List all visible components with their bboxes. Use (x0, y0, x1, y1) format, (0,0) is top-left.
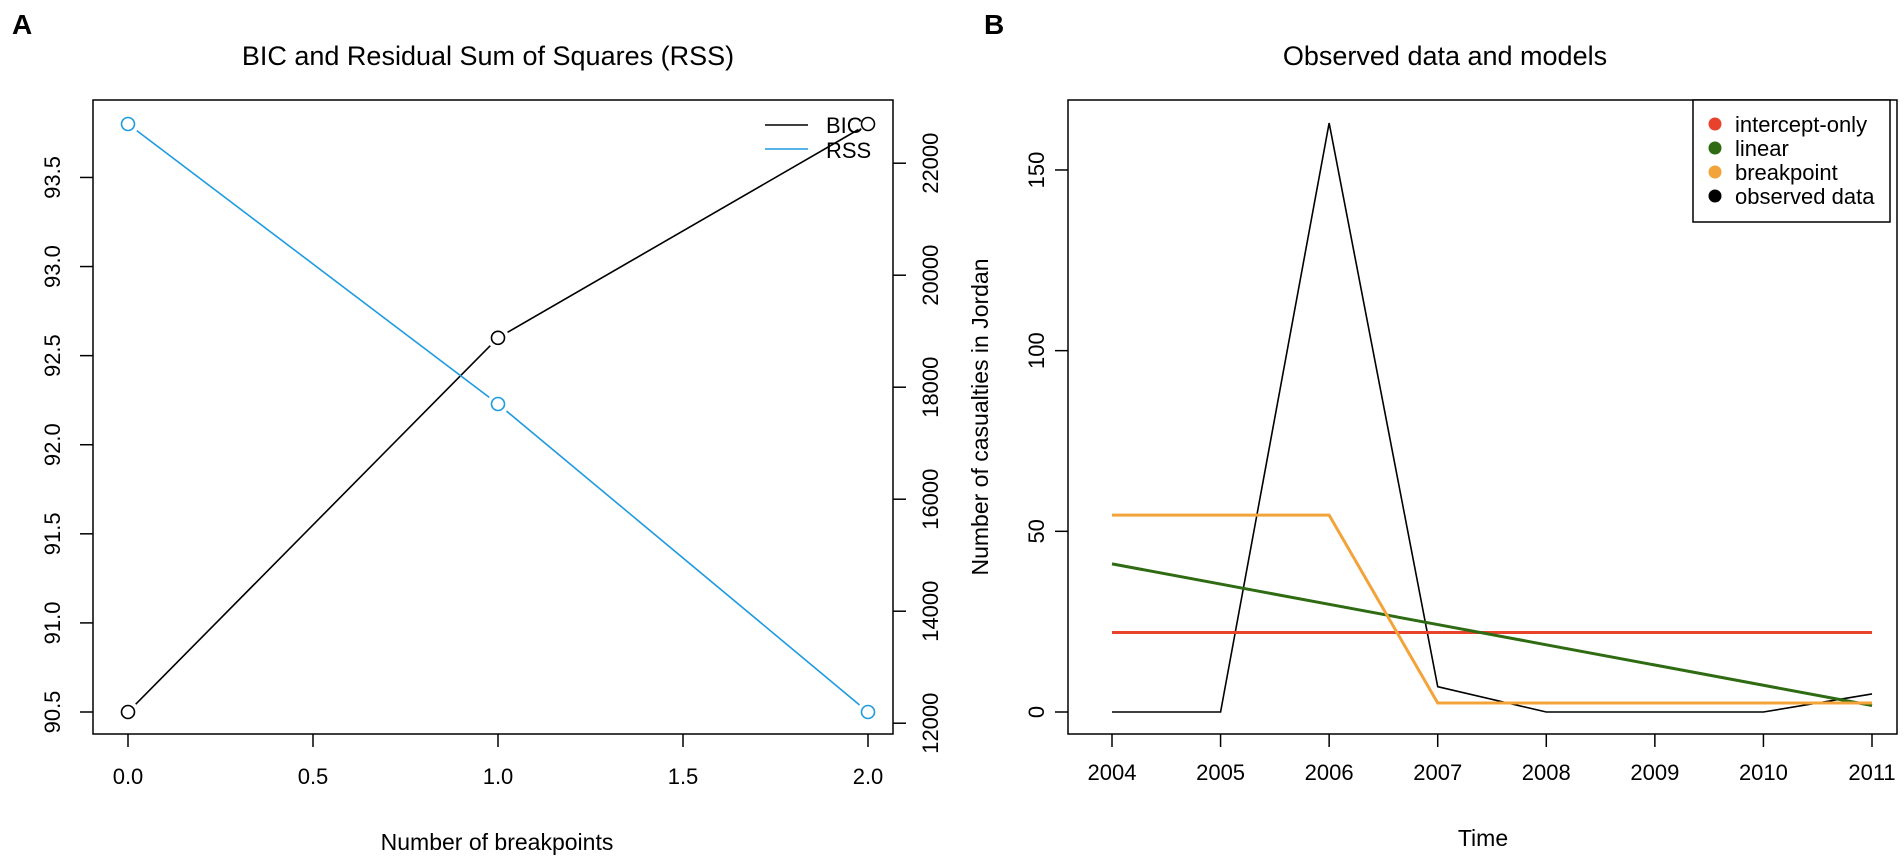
panel-b-legend: intercept-only linear breakpoint observe… (1692, 99, 1891, 223)
a-bic-point-0 (120, 704, 136, 720)
panel-a-chart: A BIC and Residual Sum of Squares (RSS) … (12, 9, 993, 855)
b-observed-data-line (1112, 122, 1873, 713)
a-x-tick-label-3: 1.5 (668, 764, 699, 789)
legend-breakpoint-label: breakpoint (1735, 160, 1838, 185)
b-x-tick-label-4: 2008 (1522, 760, 1571, 785)
a-y-tick-label-2: 91.5 (40, 512, 65, 555)
a-y-tick-label-1: 91.0 (40, 601, 65, 644)
a-x-tick-label-4: 2.0 (853, 764, 884, 789)
b-breakpoint-line (1112, 513, 1872, 705)
a-y2-tick-label-2: 16000 (918, 469, 943, 530)
b-x-tick-label-3: 2007 (1413, 760, 1462, 785)
a-y-tick-label-0: 90.5 (40, 691, 65, 734)
b-y-tick-label-2: 100 (1024, 332, 1049, 369)
b-x-tick-label-0: 2004 (1088, 760, 1137, 785)
a-rss-segment-0 (136, 129, 490, 399)
panel-a-legend: BIC RSS (765, 113, 871, 163)
b-y-tick-label-1: 50 (1024, 519, 1049, 543)
panel-b-letter: B (984, 9, 1004, 40)
panel-a-x-axis: 0.0 0.5 1.0 1.5 2.0 (113, 734, 884, 789)
a-bic-point-2 (860, 116, 876, 132)
panel-a-right-y-axis-label: Number of casualties in Jordan (967, 258, 993, 575)
a-rss-point-1 (490, 396, 506, 412)
a-y2-tick-label-4: 20000 (918, 245, 943, 306)
a-y2-tick-label-0: 12000 (918, 693, 943, 754)
b-x-tick-label-6: 2010 (1739, 760, 1788, 785)
a-y2-tick-label-3: 18000 (918, 357, 943, 418)
a-y-tick-label-3: 92.0 (40, 423, 65, 466)
legend-linear-dot (1708, 141, 1722, 155)
panel-b-y-axis: 0 50 100 150 (1024, 152, 1068, 718)
panel-b-series (1111, 122, 1873, 713)
a-y-tick-label-5: 93.0 (40, 245, 65, 288)
b-x-tick-label-5: 2009 (1630, 760, 1679, 785)
panel-b-x-axis-label: Time (1458, 825, 1508, 851)
legend-intercept-only-label: intercept-only (1735, 112, 1867, 137)
panel-a-series (120, 116, 876, 720)
a-rss-point-0 (120, 116, 136, 132)
panel-b-chart: B Observed data and models 2004 2005 2006 2… (984, 9, 1898, 851)
panel-a-plot-frame (92, 99, 894, 735)
a-y2-tick-label-1: 14000 (918, 581, 943, 642)
panel-a-right-y-axis: 12000 14000 16000 18000 20000 22000 (893, 133, 943, 754)
panel-b-x-axis: 2004 2005 2006 2007 2008 2009 2010 2011 (1088, 734, 1896, 785)
a-rss-point-2 (860, 704, 876, 720)
a-bic-point-1 (490, 330, 506, 346)
legend-rss-label: RSS (826, 138, 871, 163)
a-x-tick-label-0: 0.0 (113, 764, 144, 789)
b-y-tick-label-3: 150 (1024, 152, 1049, 189)
legend-breakpoint-dot (1708, 165, 1722, 179)
panel-a-letter: A (12, 9, 32, 40)
panel-a-title: BIC and Residual Sum of Squares (RSS) (242, 41, 734, 71)
a-x-tick-label-2: 1.0 (483, 764, 514, 789)
panel-b-title: Observed data and models (1283, 41, 1607, 71)
legend-observed-data-dot (1708, 189, 1722, 203)
panel-b-plot-frame (1067, 99, 1898, 735)
legend-bic-label: BIC (826, 113, 863, 138)
a-rss-segment-1 (505, 410, 861, 706)
b-x-tick-label-7: 2011 (1848, 760, 1895, 785)
legend-linear-label: linear (1735, 136, 1789, 161)
a-bic-segment-0 (135, 345, 491, 705)
b-y-tick-label-0: 0 (1024, 706, 1049, 718)
panel-a-x-axis-label: Number of breakpoints (381, 829, 614, 855)
legend-observed-data-label: observed data (1735, 184, 1875, 209)
a-y-tick-label-4: 92.5 (40, 334, 65, 377)
b-x-tick-label-1: 2005 (1196, 760, 1245, 785)
b-x-tick-label-2: 2006 (1305, 760, 1354, 785)
panel-a-left-y-axis: 90.5 91.0 91.5 92.0 92.5 93.0 93.5 (40, 156, 93, 733)
legend-intercept-only-dot (1708, 117, 1722, 131)
a-y2-tick-label-5: 22000 (918, 133, 943, 194)
a-y-tick-label-6: 93.5 (40, 156, 65, 199)
panel-b-legend-box (1692, 99, 1891, 223)
a-x-tick-label-1: 0.5 (298, 764, 329, 789)
b-linear-line (1111, 562, 1873, 707)
a-bic-segment-1 (507, 128, 859, 334)
